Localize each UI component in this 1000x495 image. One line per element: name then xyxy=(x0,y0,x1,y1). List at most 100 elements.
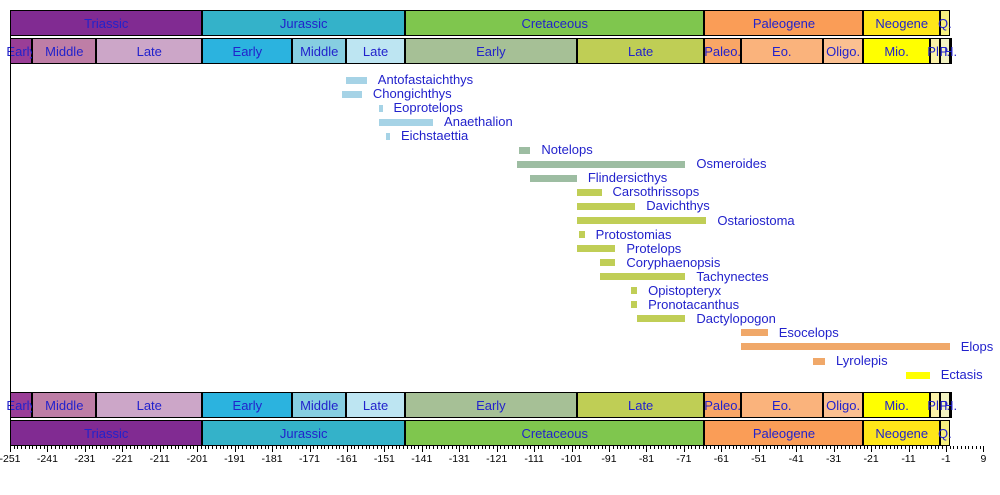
axis-minor-tick xyxy=(407,446,408,449)
taxon-label-ostariostoma[interactable]: Ostariostoma xyxy=(717,213,795,228)
range-bar-tachynectes xyxy=(599,273,686,280)
axis-minor-tick xyxy=(276,446,277,449)
axis-minor-tick xyxy=(280,446,281,449)
axis-minor-tick xyxy=(392,446,393,449)
epoch-label: Middle xyxy=(45,43,84,59)
axis-minor-tick xyxy=(156,446,157,449)
taxon-label-pronotacanthus[interactable]: Pronotacanthus xyxy=(648,297,740,312)
taxon-label-eoprotelops[interactable]: Eoprotelops xyxy=(393,100,463,115)
epoch-label: Eo. xyxy=(772,397,792,413)
taxon-label-carsothrissops[interactable]: Carsothrissops xyxy=(612,184,700,199)
axis-minor-tick xyxy=(699,446,700,449)
axis-minor-tick xyxy=(377,446,378,449)
epoch-cell-p-top: P. xyxy=(940,38,950,64)
period-cell-triassic-top: Triassic xyxy=(10,10,203,36)
axis-minor-tick xyxy=(512,446,513,449)
axis-minor-tick xyxy=(654,446,655,449)
taxon-label-tachynectes[interactable]: Tachynectes xyxy=(696,269,769,284)
taxon-label-davichthys[interactable]: Davichthys xyxy=(646,198,710,213)
taxon-label-eichstaettia[interactable]: Eichstaettia xyxy=(401,128,469,143)
period-label: Cretaceous xyxy=(521,15,588,31)
axis-minor-tick xyxy=(362,446,363,449)
taxon-label-lyrolepis[interactable]: Lyrolepis xyxy=(836,353,888,368)
range-bar-flindersicthys xyxy=(530,175,577,182)
axis-minor-tick xyxy=(51,446,52,449)
taxon-label-esocelops[interactable]: Esocelops xyxy=(778,325,839,340)
axis-minor-tick xyxy=(388,446,389,449)
chart-left-border-line xyxy=(10,10,11,446)
epoch-cell-early-bottom: Early xyxy=(6,392,36,418)
taxon-label-chongichthys[interactable]: Chongichthys xyxy=(372,86,452,101)
axis-tick-label: -231 xyxy=(74,453,96,465)
axis-minor-tick xyxy=(313,446,314,449)
top-epoch-band: Early Middle Late Early Middle Late Early Late P… xyxy=(0,38,1000,64)
epoch-label: H. xyxy=(944,397,958,413)
axis-minor-tick xyxy=(354,446,355,449)
epoch-cell-early-bottom: Early xyxy=(404,392,577,418)
range-bar-carsothrissops xyxy=(576,189,602,196)
axis-minor-tick xyxy=(643,446,644,449)
axis-tick-label: -131 xyxy=(448,453,470,465)
axis-major-tick xyxy=(10,446,11,452)
taxon-label-protelops[interactable]: Protelops xyxy=(626,241,682,256)
axis-minor-tick xyxy=(448,446,449,449)
axis-tick-label: -171 xyxy=(298,453,320,465)
axis-minor-tick xyxy=(14,446,15,449)
axis-minor-tick xyxy=(631,446,632,449)
axis-minor-tick xyxy=(650,446,651,449)
epoch-cell-late-top: Late xyxy=(96,38,203,64)
axis-minor-tick xyxy=(119,446,120,449)
axis-minor-tick xyxy=(231,446,232,449)
epoch-cell-h-bottom: H. xyxy=(944,392,957,418)
epoch-cell-early-top: Early xyxy=(202,38,293,64)
taxon-label-dactylopogon[interactable]: Dactylopogon xyxy=(696,311,776,326)
taxon-label-flindersicthys[interactable]: Flindersicthys xyxy=(587,170,668,185)
axis-tick-label: -71 xyxy=(676,453,692,465)
axis-minor-tick xyxy=(804,446,805,449)
taxon-label-antofastaichthys[interactable]: Antofastaichthys xyxy=(377,72,474,87)
axis-tick-label: -111 xyxy=(524,453,544,465)
axis-minor-tick xyxy=(81,446,82,449)
axis-minor-tick xyxy=(676,446,677,449)
axis-minor-tick xyxy=(399,446,400,449)
axis-minor-tick xyxy=(321,446,322,449)
epoch-label: Middle xyxy=(300,397,339,413)
range-bar-eichstaettia xyxy=(386,133,390,140)
axis-minor-tick xyxy=(673,446,674,449)
axis-minor-tick xyxy=(190,446,191,449)
axis-minor-tick xyxy=(755,446,756,449)
axis-major-tick xyxy=(721,446,722,452)
axis-tick-label: -1 xyxy=(941,453,951,465)
taxon-label-ectasis[interactable]: Ectasis xyxy=(940,367,983,382)
axis-tick-label: -201 xyxy=(186,453,208,465)
axis-tick-label: -91 xyxy=(601,453,617,465)
axis-minor-tick xyxy=(703,446,704,449)
taxon-label-protostomias[interactable]: Protostomias xyxy=(595,227,672,242)
period-label: Q. xyxy=(938,425,952,441)
axis-major-tick xyxy=(422,446,423,452)
axis-tick-label: -21 xyxy=(863,453,879,465)
axis-minor-tick xyxy=(718,446,719,449)
taxon-label-opistopteryx[interactable]: Opistopteryx xyxy=(648,283,722,298)
taxon-label-anaethalion[interactable]: Anaethalion xyxy=(444,114,513,129)
axis-tick-label: -51 xyxy=(751,453,767,465)
epoch-label: Late xyxy=(362,43,389,59)
axis-minor-tick xyxy=(426,446,427,449)
axis-minor-tick xyxy=(879,446,880,449)
axis-minor-tick xyxy=(965,446,966,449)
taxon-label-osmeroides[interactable]: Osmeroides xyxy=(696,156,767,171)
axis-minor-tick xyxy=(957,446,958,449)
axis-minor-tick xyxy=(594,446,595,449)
epoch-label: Late xyxy=(136,397,162,413)
axis-minor-tick xyxy=(830,446,831,449)
axis-minor-tick xyxy=(882,446,883,449)
top-period-band: Triassic Jurassic Cretaceous Paleogene Neoge… xyxy=(0,10,1000,36)
epoch-label: P. xyxy=(939,397,951,413)
axis-minor-tick xyxy=(658,446,659,449)
taxon-label-coryphaenopsis[interactable]: Coryphaenopsis xyxy=(626,255,721,270)
axis-minor-tick xyxy=(366,446,367,449)
taxon-label-elops[interactable]: Elops xyxy=(960,339,994,354)
axis-minor-tick xyxy=(807,446,808,449)
taxon-label-notelops[interactable]: Notelops xyxy=(541,142,593,157)
